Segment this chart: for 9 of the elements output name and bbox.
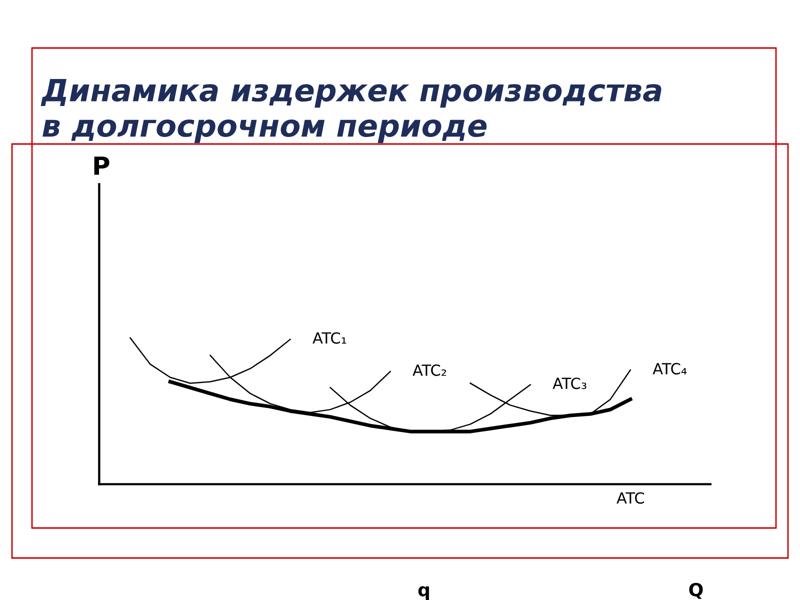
text: Q xyxy=(689,582,703,599)
chart-title: Динамика издержек производства в долгосрочном периоде xyxy=(40,78,662,143)
text: P xyxy=(94,156,110,175)
series-label: ATC₄ xyxy=(652,362,687,374)
series-label: ATC₁ xyxy=(312,332,346,344)
text: ATC xyxy=(616,492,644,504)
series-label: ATC₃ xyxy=(552,378,586,390)
series-label: ATC₂ xyxy=(412,364,446,376)
text: q xyxy=(418,586,429,600)
